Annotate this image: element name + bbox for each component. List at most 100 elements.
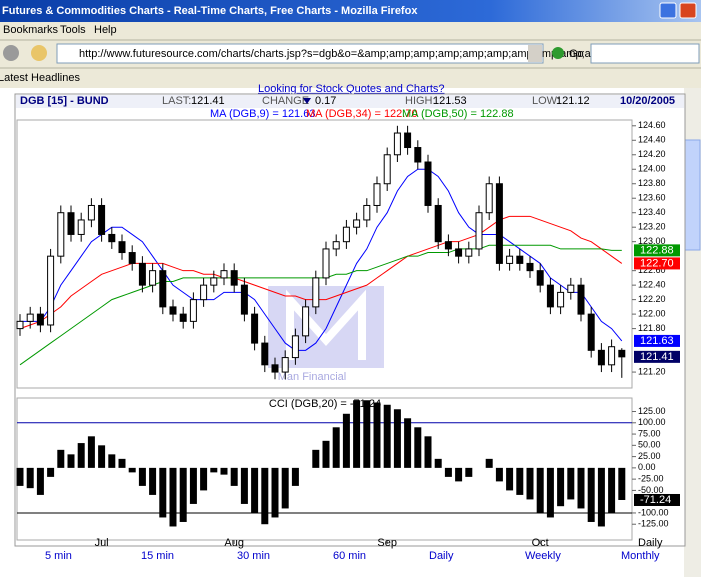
legend-entry: MA (DGB,9) = 121.63	[210, 108, 315, 120]
candle-body	[26, 313, 34, 322]
candle-body	[291, 335, 299, 359]
candle-body	[587, 313, 595, 351]
value-box	[634, 257, 680, 270]
search-box[interactable]	[590, 43, 700, 64]
go-icon[interactable]	[552, 47, 564, 59]
candle-body	[189, 299, 197, 322]
interval-link[interactable]: Daily	[429, 550, 454, 562]
y-tick-label: 122.60	[638, 265, 666, 275]
bar	[251, 467, 259, 513]
y-tick-label: 121.80	[638, 323, 666, 333]
title-bar	[0, 0, 701, 22]
bar	[465, 467, 473, 477]
y-tick-label: 123.00	[638, 236, 666, 246]
go-button[interactable]: Go	[569, 48, 584, 60]
bar	[169, 467, 177, 527]
candle-body	[312, 277, 320, 308]
bar	[557, 467, 565, 507]
bar	[526, 467, 534, 500]
promo-link[interactable]: Looking for Stock Quotes and Charts?	[258, 83, 445, 95]
interval-link[interactable]: Weekly	[525, 550, 561, 562]
candle-body	[220, 270, 228, 279]
bar	[506, 467, 514, 491]
y-tick-label: -50.00	[638, 485, 664, 495]
candle-body	[57, 212, 65, 257]
x-tick-label: Aug	[224, 537, 244, 549]
bar	[608, 467, 616, 513]
scroll-thumb[interactable]	[684, 139, 701, 251]
candle-body	[322, 248, 330, 279]
value-box	[634, 244, 680, 257]
bar	[26, 467, 34, 489]
candle-body	[200, 284, 208, 301]
bookmark-item[interactable]: Latest Headlines	[0, 72, 80, 84]
bar	[455, 467, 463, 482]
y-tick-label: 25.00	[638, 451, 661, 461]
candle-body	[618, 349, 626, 358]
interval-link[interactable]: 15 min	[141, 550, 174, 562]
bar	[128, 467, 136, 473]
moving-average	[20, 168, 623, 351]
bar	[281, 467, 289, 509]
bar	[404, 418, 412, 468]
interval-link[interactable]: 30 min	[237, 550, 270, 562]
interval-link[interactable]: Monthly	[621, 550, 660, 562]
candle-body	[332, 241, 340, 250]
candle-body	[169, 306, 177, 315]
candle-body	[149, 270, 157, 286]
bar	[200, 467, 208, 491]
candle-body	[251, 313, 259, 344]
candle-body	[414, 147, 422, 163]
bar	[230, 467, 238, 486]
y-tick-label: 121.20	[638, 366, 666, 376]
candle-body	[506, 255, 514, 264]
candle-body	[108, 233, 116, 243]
chart-title: CCI (DGB,20) = -71.24	[269, 398, 381, 410]
y-tick-label: 124.20	[638, 149, 666, 159]
bar	[47, 467, 55, 477]
y-tick-label: 123.40	[638, 207, 666, 217]
menu-item[interactable]: Tools	[60, 24, 86, 36]
candle-body	[597, 349, 605, 366]
candle-body	[516, 255, 524, 264]
bar	[36, 467, 44, 495]
x-axis-label: Daily	[638, 537, 663, 549]
bar	[444, 467, 452, 477]
bar	[118, 458, 126, 468]
bar	[373, 402, 381, 468]
candle-body	[230, 270, 238, 286]
candle-body	[465, 248, 473, 257]
bar	[87, 436, 95, 468]
menu-item[interactable]: Help	[94, 24, 117, 36]
home-button[interactable]	[31, 45, 47, 61]
y-tick-label: -25.00	[638, 474, 664, 484]
bar	[393, 409, 401, 468]
interval-link[interactable]: 5 min	[45, 550, 72, 562]
candle-body	[363, 204, 371, 221]
value-box-label: 122.88	[640, 244, 674, 256]
minimize-button[interactable]	[659, 2, 677, 19]
candle-body	[342, 226, 350, 243]
moving-average	[19, 244, 622, 366]
candle-body	[444, 241, 452, 250]
bar	[159, 467, 167, 518]
candle-body	[536, 270, 544, 286]
bar	[597, 467, 605, 527]
candle-body	[495, 183, 503, 264]
candle-body	[138, 262, 146, 286]
bar	[567, 467, 575, 500]
legend-entry: MA (DGB,34) = 122.70	[306, 108, 418, 120]
y-tick-label: 122.40	[638, 280, 666, 290]
close-button[interactable]	[679, 2, 697, 19]
bar	[77, 443, 85, 468]
bar	[138, 467, 146, 486]
interval-link[interactable]: 60 min	[333, 550, 366, 562]
candle-body	[16, 320, 24, 330]
candle-body	[67, 212, 75, 235]
address-bar[interactable]	[56, 43, 544, 64]
menu-item[interactable]: Bookmarks	[3, 24, 59, 36]
stop-button[interactable]	[3, 45, 19, 61]
bar	[108, 454, 116, 468]
url-dropdown[interactable]	[528, 45, 542, 62]
moving-average	[19, 215, 623, 330]
